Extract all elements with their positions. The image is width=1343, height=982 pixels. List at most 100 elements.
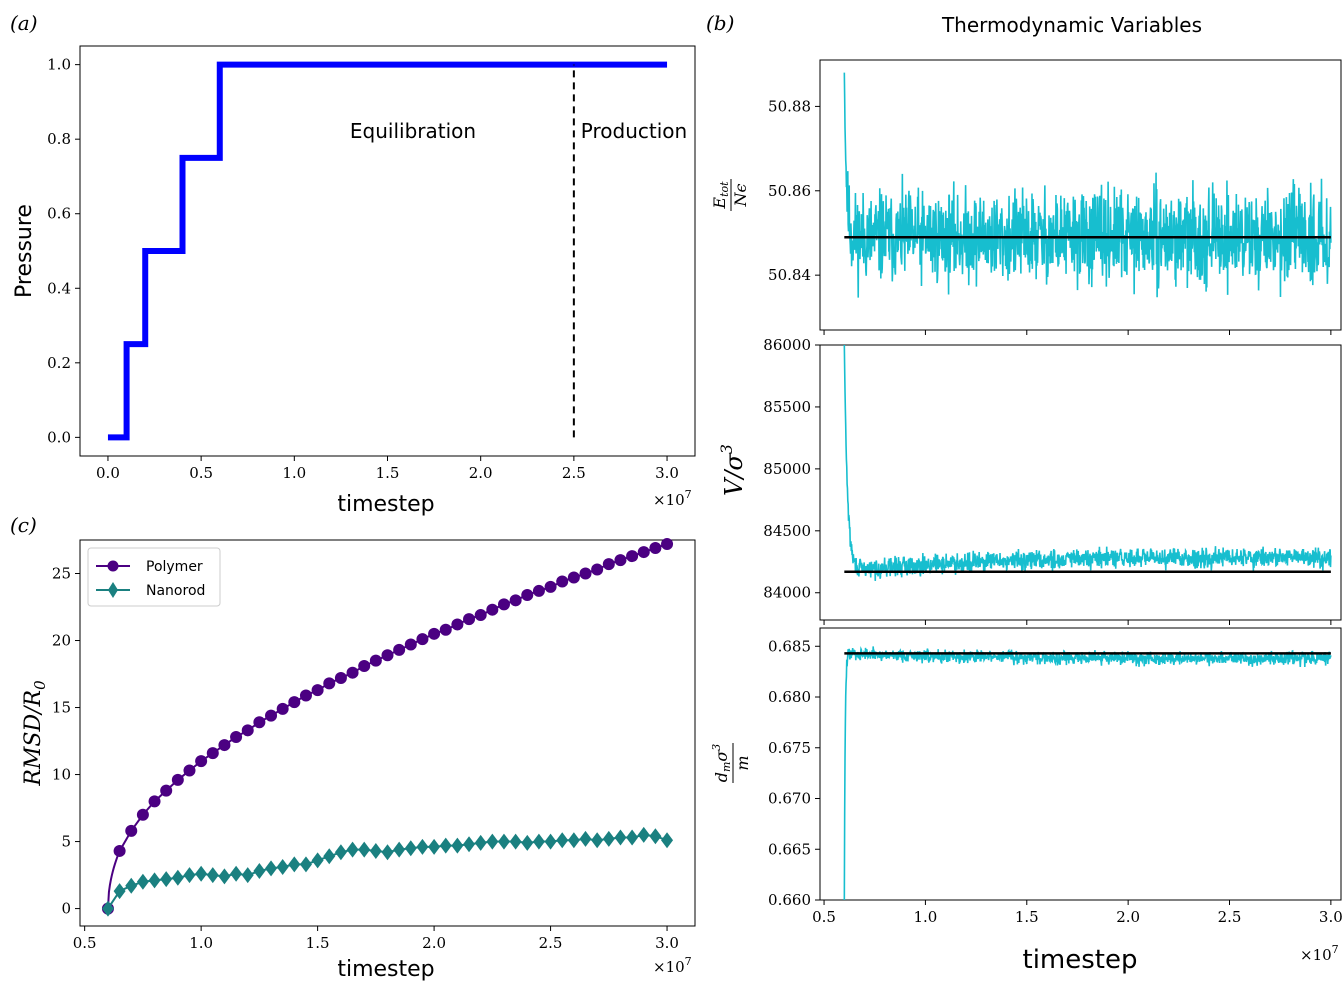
polymer-point [206,747,219,760]
polymer-point [579,567,592,580]
panel-b-bot-ytick-label: 0.670 [768,790,811,808]
nanorod-point [148,872,161,889]
nanorod-point [125,877,138,894]
panel-a-xtick-label: 3.0 [655,464,679,482]
panel-b-mid-frame [819,344,1342,621]
nanorod-point [160,871,173,888]
panel-c-x-axis-label: timestep [337,957,434,982]
panel-b-bot-xtick-label: 1.5 [1015,908,1039,926]
pressure-step-line [107,61,668,441]
polymer-point [509,594,522,607]
nanorod-point [661,832,674,849]
panel-b-mid-plot-area [843,344,1332,581]
panel-b-top-ytick-label: 50.88 [768,97,811,115]
polymer-point [334,672,347,685]
panel-a-annotation-equilibration: Equilibration [350,119,476,143]
panel-b-top-y-axis-label: Etot Nϵ [710,179,750,211]
panel-b-bot-xtick-label: 2.0 [1116,908,1140,926]
polymer-point [195,755,208,768]
polymer-point [532,584,545,597]
polymer-point [218,739,231,752]
panel-b-bot-ytick-label: 0.680 [768,688,811,706]
nanorod-point [439,837,452,854]
nanorod-point [206,867,219,884]
panel-a-xtick-label: 0.5 [189,464,213,482]
nanorod-point [358,841,371,858]
legend-nanorod-marker [108,582,118,598]
panel-c-plot-area [101,538,674,917]
polymer-point [591,563,604,576]
polymer-point [474,609,487,622]
panel-b-x-multiplier: ×107 [1300,943,1339,964]
panel-c-rmsd-chart: (c) 0.5 1.0 1.5 2.0 2.5 3.0 0 5 10 15 20 25 Polymer… [10,513,696,982]
panel-c-x-multiplier: ×107 [653,955,692,976]
panel-c-y-axis-label: RMSD/R0 [21,680,49,787]
polymer-point [404,638,417,651]
panel-b-bot-trace [843,646,1332,901]
panel-a-ytick-label: 1.0 [47,56,71,74]
panel-b-mid-ticks: 84000 84500 85000 85500 86000 [763,336,1332,625]
panel-c-xtick-label: 0.5 [73,934,97,952]
panel-b-x-axis-label: timestep [1023,945,1138,975]
panel-a-ytick-label: 0.4 [47,279,71,297]
nanorod-point [241,867,254,884]
polymer-point [299,689,312,702]
panel-b-mid-ytick-label: 86000 [763,336,811,354]
polymer-point [288,696,301,709]
polymer-point [637,546,650,559]
polymer-point [463,613,476,626]
nanorod-point [265,860,278,877]
panel-c-ytick-label: 0 [61,900,71,918]
panel-b-bot-ytick-label: 0.685 [768,637,811,655]
svg-text:Etot: Etot [710,181,731,210]
nanorod-point [486,833,499,850]
nanorod-point [136,873,149,890]
polymer-point [544,580,557,593]
nanorod-point [521,834,534,851]
polymer-point [241,724,254,737]
nanorod-point [323,848,336,865]
legend-polymer-label: Polymer [146,559,203,575]
panel-b-bot-xtick-label: 3.0 [1319,908,1343,926]
legend-polymer-marker [107,560,119,572]
panel-a-annotation-production: Production [581,119,687,143]
polymer-point [160,784,173,797]
svg-text:dmσ3: dmσ3 [710,744,733,783]
panel-b-top-plot-area [843,72,1332,298]
panel-b-bot-ytick-label: 0.665 [768,840,811,858]
nanorod-point [579,830,592,847]
panel-a-ytick-label: 0.6 [47,205,71,223]
panel-c-ytick-label: 15 [52,699,71,717]
panel-c-xtick-label: 2.0 [422,934,446,952]
polymer-point [416,633,429,646]
polymer-point [323,677,336,690]
polymer-point [567,571,580,584]
nanorod-point [463,836,476,853]
polymer-point [649,542,662,555]
svg-text:Nϵ: Nϵ [731,183,750,207]
polymer-point [311,684,324,697]
nanorod-point [637,826,650,843]
panel-a-ytick-label: 0.0 [47,428,71,446]
nanorod-point [253,863,266,880]
panel-a-xtick-label: 1.5 [376,464,400,482]
panel-c-xtick-label: 2.5 [539,934,563,952]
panel-b-bot-ytick-label: 0.675 [768,739,811,757]
panel-c-xtick-label: 3.0 [655,934,679,952]
polymer-point [602,558,615,571]
panel-c-ytick-label: 20 [52,632,71,650]
nanorod-point [171,869,184,886]
polymer-point [497,598,510,611]
polymer-point [428,627,441,640]
polymer-point [486,603,499,616]
panel-b-label: (b) [706,11,734,35]
panel-b-bot-frame [819,627,1342,901]
polymer-point [265,709,278,722]
panel-a-x-multiplier: ×107 [653,488,692,509]
panel-a-ticks: 0.0 0.5 1.0 1.5 2.0 2.5 3.0 0.0 0.2 0.4 0.6 0.8 1.0 [47,56,679,482]
polymer-point [276,702,289,715]
polymer-point [451,618,464,631]
nanorod-point [451,837,464,854]
panel-c-ticks: 0.5 1.0 1.5 2.0 2.5 3.0 0 5 10 15 20 25 [52,565,679,952]
nanorod-point [567,832,580,849]
